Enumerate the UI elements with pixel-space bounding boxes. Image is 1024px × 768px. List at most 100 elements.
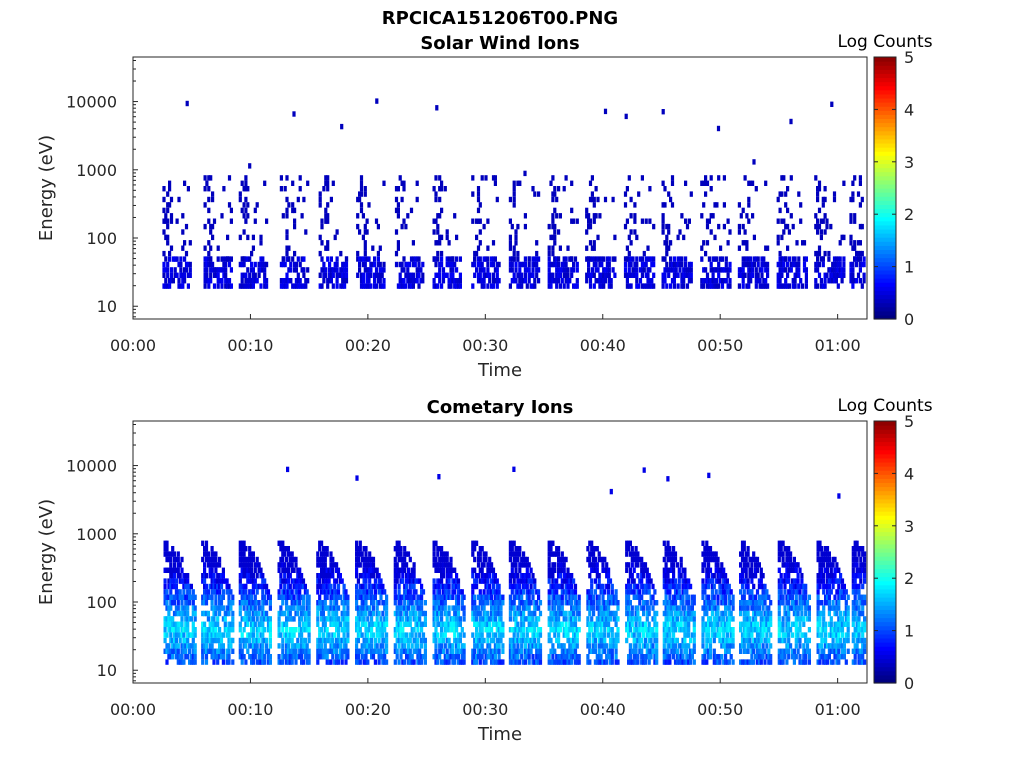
heatmap-cell [669,256,673,262]
heatmap-cell [445,637,449,644]
colorbar-segment [874,314,896,320]
heatmap-cell [401,659,405,665]
heatmap-cell [432,218,436,224]
heatmap-cell [655,654,659,660]
heatmap-cell [318,546,322,552]
heatmap-cell [366,589,370,595]
heatmap-cell [547,250,551,257]
heatmap-cell [171,578,175,584]
heatmap-cell [473,600,477,606]
heatmap-cell [358,229,362,235]
heatmap-cell [248,573,252,579]
heatmap-cell [227,589,231,595]
heatmap-cell [689,278,693,284]
heatmap-cell [855,261,859,268]
heatmap-cell [486,589,490,595]
heatmap-cell [625,272,629,278]
heatmap-cell [222,186,226,192]
heatmap-cell [560,605,564,611]
heatmap-cell [174,637,178,644]
heatmap-cell [596,234,600,241]
heatmap-cell [323,637,327,644]
heatmap-cell [557,556,561,563]
heatmap-cell [434,540,438,546]
heatmap-cell [184,621,188,627]
heatmap-cell [251,245,255,251]
heatmap-cell [634,659,638,665]
heatmap-cell [259,573,263,579]
heatmap-cell [756,272,760,278]
heatmap-cell [537,191,541,197]
heatmap-cell [257,261,261,268]
heatmap-cell [423,643,427,649]
heatmap-cell [456,632,461,638]
heatmap-cell [406,551,411,557]
heatmap-cell [340,600,344,606]
heatmap-cell [305,621,309,627]
heatmap-cell [616,616,620,622]
heatmap-cell [365,229,369,235]
heatmap-cell [564,627,568,633]
heatmap-cell [261,589,265,595]
heatmap-cell [186,621,190,627]
heatmap-cell [675,605,679,611]
heatmap-cell [421,654,426,660]
heatmap-cell [358,583,362,590]
heatmap-cell [182,643,186,649]
heatmap-cell [321,654,325,660]
heatmap-cell [570,643,574,649]
heatmap-cell [204,643,209,649]
heatmap-cell [432,556,436,563]
heatmap-cell [385,594,389,600]
heatmap-cell [776,240,780,246]
heatmap-cell [551,605,555,611]
heatmap-cell [441,637,446,644]
heatmap-cell [599,610,603,617]
heatmap-cell [400,223,404,230]
heatmap-cell [643,562,648,568]
heatmap-cell [414,643,418,649]
heatmap-cell [434,632,438,638]
heatmap-cell [643,600,648,606]
heatmap-cell [553,610,557,617]
heatmap-cell [163,637,167,644]
heatmap-cell [406,616,411,622]
heatmap-cell [557,551,561,557]
heatmap-cell [329,573,333,579]
heatmap-cell [662,654,666,660]
heatmap-cell [440,567,444,573]
heatmap-cell [393,578,397,584]
heatmap-cell [632,578,636,584]
heatmap-cell [344,278,349,284]
heatmap-cell [165,643,169,649]
x-axis-label: Time [477,360,522,381]
heatmap-cell [520,648,524,654]
heatmap-cell [162,229,166,235]
heatmap-cell [640,654,644,660]
heatmap-cell [508,605,512,611]
heatmap-cell [499,637,503,644]
heatmap-cell [514,589,518,595]
heatmap-cell [174,643,178,649]
heatmap-cell [486,643,490,649]
heatmap-cell [720,283,725,289]
heatmap-cell [478,272,482,278]
heatmap-cell [682,267,686,273]
heatmap-cell [495,272,499,278]
heatmap-cell [572,594,576,600]
heatmap-cell [290,551,294,557]
heatmap-cell [672,556,676,563]
heatmap-cell [180,632,184,638]
heatmap-cell [287,267,291,273]
heatmap-cell [382,283,386,289]
heatmap-cell [434,616,438,622]
heatmap-cell [171,551,175,557]
heatmap-cell [652,261,656,268]
heatmap-cell [488,562,492,568]
heatmap-cell [612,610,616,617]
heatmap-cell [575,278,579,284]
heatmap-cell [449,573,453,579]
heatmap-cell [368,551,372,557]
heatmap-cell [379,643,383,649]
heatmap-cell [629,240,633,246]
